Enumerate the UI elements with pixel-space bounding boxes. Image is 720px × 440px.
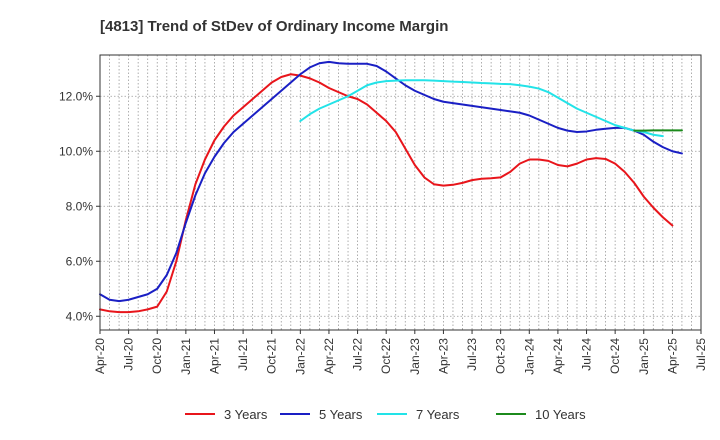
series-line-3-years [99,73,674,314]
series-line-5-years [99,60,683,303]
legend-label-3-years: 3 Years [224,407,268,422]
x-tick-label: Jul-25 [694,338,708,371]
chart-title: [4813] Trend of StDev of Ordinary Income… [100,18,448,35]
x-tick-label: Jan-25 [637,338,651,375]
y-tick-label: 4.0% [66,309,94,323]
series-layer [99,60,683,314]
x-tick-label: Apr-25 [665,338,679,374]
x-tick-label: Oct-24 [608,338,622,374]
y-tick-label: 6.0% [66,254,94,268]
x-tick-label: Oct-20 [150,338,164,374]
y-tick-label: 8.0% [66,199,94,213]
x-tick-label: Jan-22 [293,338,307,375]
y-axis: 4.0% 6.0% 8.0% 10.0% 12.0% [59,89,100,323]
x-tick-label: Jul-23 [465,338,479,371]
legend: 3 Years 5 Years 7 Years 10 Years [185,407,586,422]
series-line-7-years [299,79,664,138]
plot-frame [99,54,702,331]
x-tick-label: Oct-23 [494,338,508,374]
legend-label-10-years: 10 Years [535,407,586,422]
grid [100,55,701,330]
x-tick-label: Jul-22 [351,338,365,371]
x-axis: Apr-20 Jul-20 Oct-20 Jan-21 Apr-21 Jul-21 Oct-… [93,330,708,375]
x-tick-label: Apr-24 [551,338,565,374]
x-tick-label: Jul-24 [580,338,594,371]
x-tick-label: Jul-21 [236,338,250,371]
y-tick-label: 12.0% [59,89,93,103]
legend-label-5-years: 5 Years [319,407,363,422]
x-tick-label: Apr-22 [322,338,336,374]
legend-label-7-years: 7 Years [416,407,460,422]
x-tick-label: Apr-20 [93,338,107,374]
x-tick-label: Apr-23 [436,338,450,374]
y-tick-label: 10.0% [59,144,93,158]
x-tick-label: Oct-22 [379,338,393,374]
x-tick-label: Jan-21 [179,338,193,375]
x-tick-label: Jul-20 [122,338,136,371]
x-tick-label: Jan-23 [408,338,422,375]
x-tick-label: Oct-21 [265,338,279,374]
x-tick-label: Apr-21 [207,338,221,374]
x-tick-label: Jan-24 [522,338,536,375]
